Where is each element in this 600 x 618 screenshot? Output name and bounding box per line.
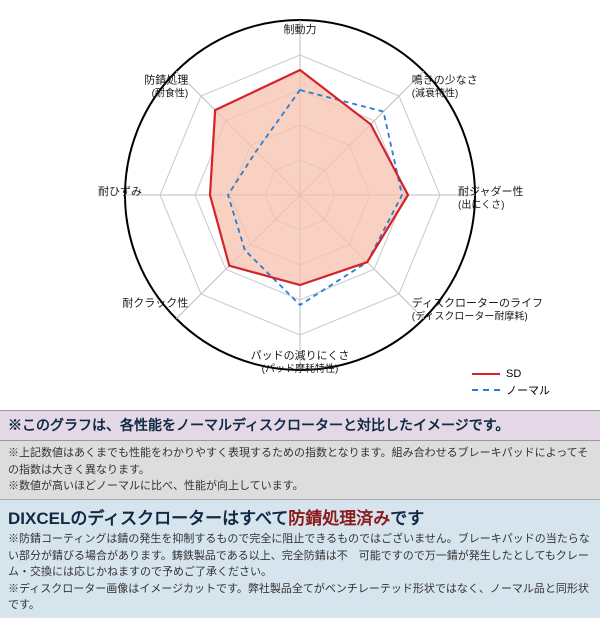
note-gray-1: ※上記数値はあくまでも性能をわかりやすく表現するための指数となります。組み合わせ…: [8, 445, 592, 478]
svg-text:(パッド摩耗特性): (パッド摩耗特性): [262, 362, 339, 375]
note-gray: ※上記数値はあくまでも性能をわかりやすく表現するための指数となります。組み合わせ…: [0, 441, 600, 499]
note-purple-text: ※このグラフは、各性能をノーマルディスクローターと対比したイメージです。: [8, 417, 509, 433]
svg-text:パッドの減りにくさ: パッドの減りにくさ: [251, 348, 350, 362]
legend-normal: ノーマル: [472, 382, 550, 398]
note-purple: ※このグラフは、各性能をノーマルディスクローターと対比したイメージです。: [0, 410, 600, 441]
note-blue-head: DIXCELのディスクローターはすべて防錆処理済みです: [8, 506, 592, 532]
svg-text:耐ひずみ: 耐ひずみ: [98, 185, 142, 198]
legend: SD ノーマル: [472, 366, 550, 400]
note-blue-1: ※防錆コーティングは錆の発生を抑制するもので完全に阻止できるものではございません…: [8, 531, 592, 581]
svg-text:耐ジャダー性: 耐ジャダー性: [458, 184, 523, 198]
svg-text:制動力: 制動力: [284, 22, 317, 36]
svg-text:(減衰特性): (減衰特性): [412, 86, 459, 99]
svg-text:(ディスクローター耐摩耗): (ディスクローター耐摩耗): [412, 310, 528, 323]
svg-text:(耐食性): (耐食性): [152, 86, 189, 99]
legend-normal-label: ノーマル: [506, 382, 550, 398]
legend-sd-label: SD: [506, 368, 521, 380]
svg-text:耐クラック性: 耐クラック性: [122, 296, 188, 310]
radar-chart: 制動力鳴きの少なさ(減衰特性)耐ジャダー性(出にくさ)ディスクローターのライフ(…: [0, 0, 600, 410]
svg-text:ディスクローターのライフ: ディスクローターのライフ: [412, 296, 543, 310]
legend-sd: SD: [472, 368, 550, 380]
svg-text:鳴きの少なさ: 鳴きの少なさ: [412, 72, 478, 86]
note-gray-2: ※数値が高いほどノーマルに比べ、性能が向上しています。: [8, 478, 592, 495]
svg-text:(出にくさ): (出にくさ): [458, 198, 504, 211]
svg-text:防錆処理: 防錆処理: [144, 72, 188, 86]
note-blue-2: ※ディスクローター画像はイメージカットです。弊社製品全てがベンチレーテッド形状で…: [8, 581, 592, 614]
